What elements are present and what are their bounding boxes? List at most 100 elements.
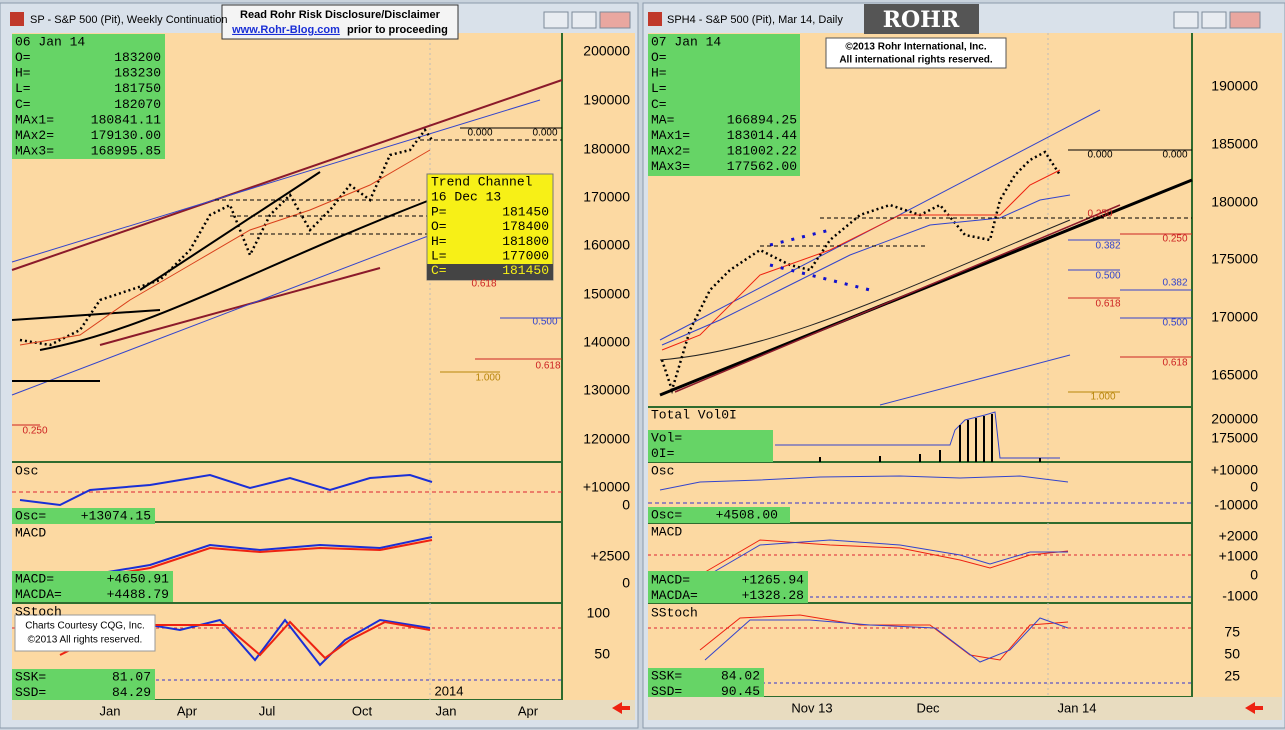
info-key: MAx3= <box>15 144 54 159</box>
price-axis-label: 180000 <box>583 141 630 157</box>
price-axis-label: 150000 <box>583 286 630 302</box>
fib-label: 0.618 <box>1095 299 1120 310</box>
readout-key: SSD= <box>15 685 46 700</box>
fib-label: 0.618 <box>535 361 560 372</box>
axis-label: 75 <box>1224 624 1240 640</box>
info-key: MAx1= <box>651 128 690 143</box>
info-key: MAx1= <box>15 112 54 127</box>
axis-label: 0 <box>1250 479 1258 495</box>
trend-key: O= <box>431 219 447 234</box>
readout-box <box>12 508 155 524</box>
right-time-axis <box>648 697 1282 720</box>
axis-label: 175000 <box>1211 430 1258 446</box>
readout-box <box>12 571 173 602</box>
price-axis-label: 190000 <box>1211 78 1258 94</box>
readout-value: +1328.28 <box>742 588 804 603</box>
time-label: Nov 13 <box>791 700 832 715</box>
price-axis-label: 200000 <box>583 43 630 59</box>
fib-label: 0.500 <box>532 317 557 328</box>
left-info-box <box>12 34 165 159</box>
copyright: All international rights reserved. <box>839 55 993 66</box>
readout-key: Vol= <box>651 430 682 445</box>
fib-label: 0.618 <box>471 279 496 290</box>
time-label: Oct <box>352 703 373 718</box>
fib-label: 0.250 <box>22 426 47 437</box>
info-key: MAx2= <box>15 128 54 143</box>
window-title: SP - S&P 500 (Pit), Weekly Continuation <box>30 14 228 26</box>
scroll-arrow[interactable] <box>1245 702 1263 714</box>
axis-label: 0 <box>622 497 630 513</box>
axis-label: +2500 <box>591 548 631 564</box>
time-label: Apr <box>177 703 198 718</box>
readout-box <box>648 507 790 523</box>
info-key: MAx2= <box>651 144 690 159</box>
left-price-drawing <box>11 79 563 426</box>
info-key: C= <box>651 97 667 112</box>
axis-label: 0 <box>1250 567 1258 583</box>
trend-value: 177000 <box>502 249 549 264</box>
time-label: Jan <box>436 703 457 718</box>
readout-key: 0I= <box>651 446 675 461</box>
copyright: ©2013 Rohr International, Inc. <box>845 42 987 53</box>
price-axis-label: 170000 <box>1211 309 1258 325</box>
panel-label: SStoch <box>15 604 62 619</box>
left-time-axis <box>12 700 635 720</box>
price-axis-label: 185000 <box>1211 136 1258 152</box>
readout-key: Osc= <box>651 507 682 522</box>
info-value: 181750 <box>114 81 161 96</box>
info-value: 177562.00 <box>727 159 797 174</box>
price-axis-label: 190000 <box>583 92 630 108</box>
banner[interactable] <box>221 4 459 40</box>
fib-label: 0.382 <box>1095 241 1120 252</box>
readout-value: 84.29 <box>112 685 151 700</box>
info-key: L= <box>651 81 667 96</box>
trend-title: Trend Channel <box>431 174 533 189</box>
info-value: 168995.85 <box>91 144 161 159</box>
info-key: H= <box>651 66 667 81</box>
scroll-arrow[interactable] <box>612 702 630 714</box>
copyright-box <box>825 37 1007 69</box>
info-value: 166894.25 <box>727 112 797 127</box>
window-buttons[interactable] <box>543 11 1261 29</box>
banner-link[interactable]: www.Rohr-Blog.com <box>231 24 340 36</box>
trend-box <box>426 173 554 281</box>
trend-key: H= <box>431 234 447 249</box>
panel-label: Osc <box>651 463 674 478</box>
readout-value: 81.07 <box>112 669 151 684</box>
year-label: 2014 <box>435 683 464 698</box>
panel-label: Total Vol0I <box>651 407 737 422</box>
trend-key: P= <box>431 204 447 219</box>
readout-key: SSD= <box>651 684 682 699</box>
price-axis-label: 170000 <box>583 189 630 205</box>
price-axis-label: 130000 <box>583 382 630 398</box>
trend-key: L= <box>431 249 447 264</box>
courtesy: Charts Courtesy CQG, Inc. <box>25 621 144 632</box>
price-axis-label: 140000 <box>583 334 630 350</box>
fib-label: 0.000 <box>467 128 492 139</box>
readout-key: MACDA= <box>15 587 62 602</box>
price-axis-label: 180000 <box>1211 194 1258 210</box>
readout-value: 90.45 <box>721 684 760 699</box>
info-key: MA= <box>651 112 675 127</box>
info-value: 180841.11 <box>91 112 161 127</box>
info-value: 183014.44 <box>727 128 797 143</box>
axis-label: +1000 <box>1219 548 1259 564</box>
axis-label: 0 <box>622 575 630 591</box>
readout-box <box>648 430 773 462</box>
panel-label: Osc <box>15 463 38 478</box>
logo <box>864 4 979 34</box>
banner-text: prior to proceeding <box>347 24 448 36</box>
price-axis-label: 165000 <box>1211 367 1258 383</box>
fib-label: 0.000 <box>532 128 557 139</box>
time-label: Jan 14 <box>1057 700 1096 715</box>
panel-label: SStoch <box>651 605 698 620</box>
trend-value: 181450 <box>502 263 549 278</box>
axis-label: 25 <box>1224 668 1240 684</box>
readout-value: 84.02 <box>721 668 760 683</box>
fib-label: 0.382 <box>1162 278 1187 289</box>
readout-value: +4488.79 <box>107 587 169 602</box>
trend-value: 181800 <box>502 234 549 249</box>
trend-value: 181450 <box>502 204 549 219</box>
info-value: 183200 <box>114 50 161 65</box>
logo-text: ROHR <box>883 7 960 33</box>
